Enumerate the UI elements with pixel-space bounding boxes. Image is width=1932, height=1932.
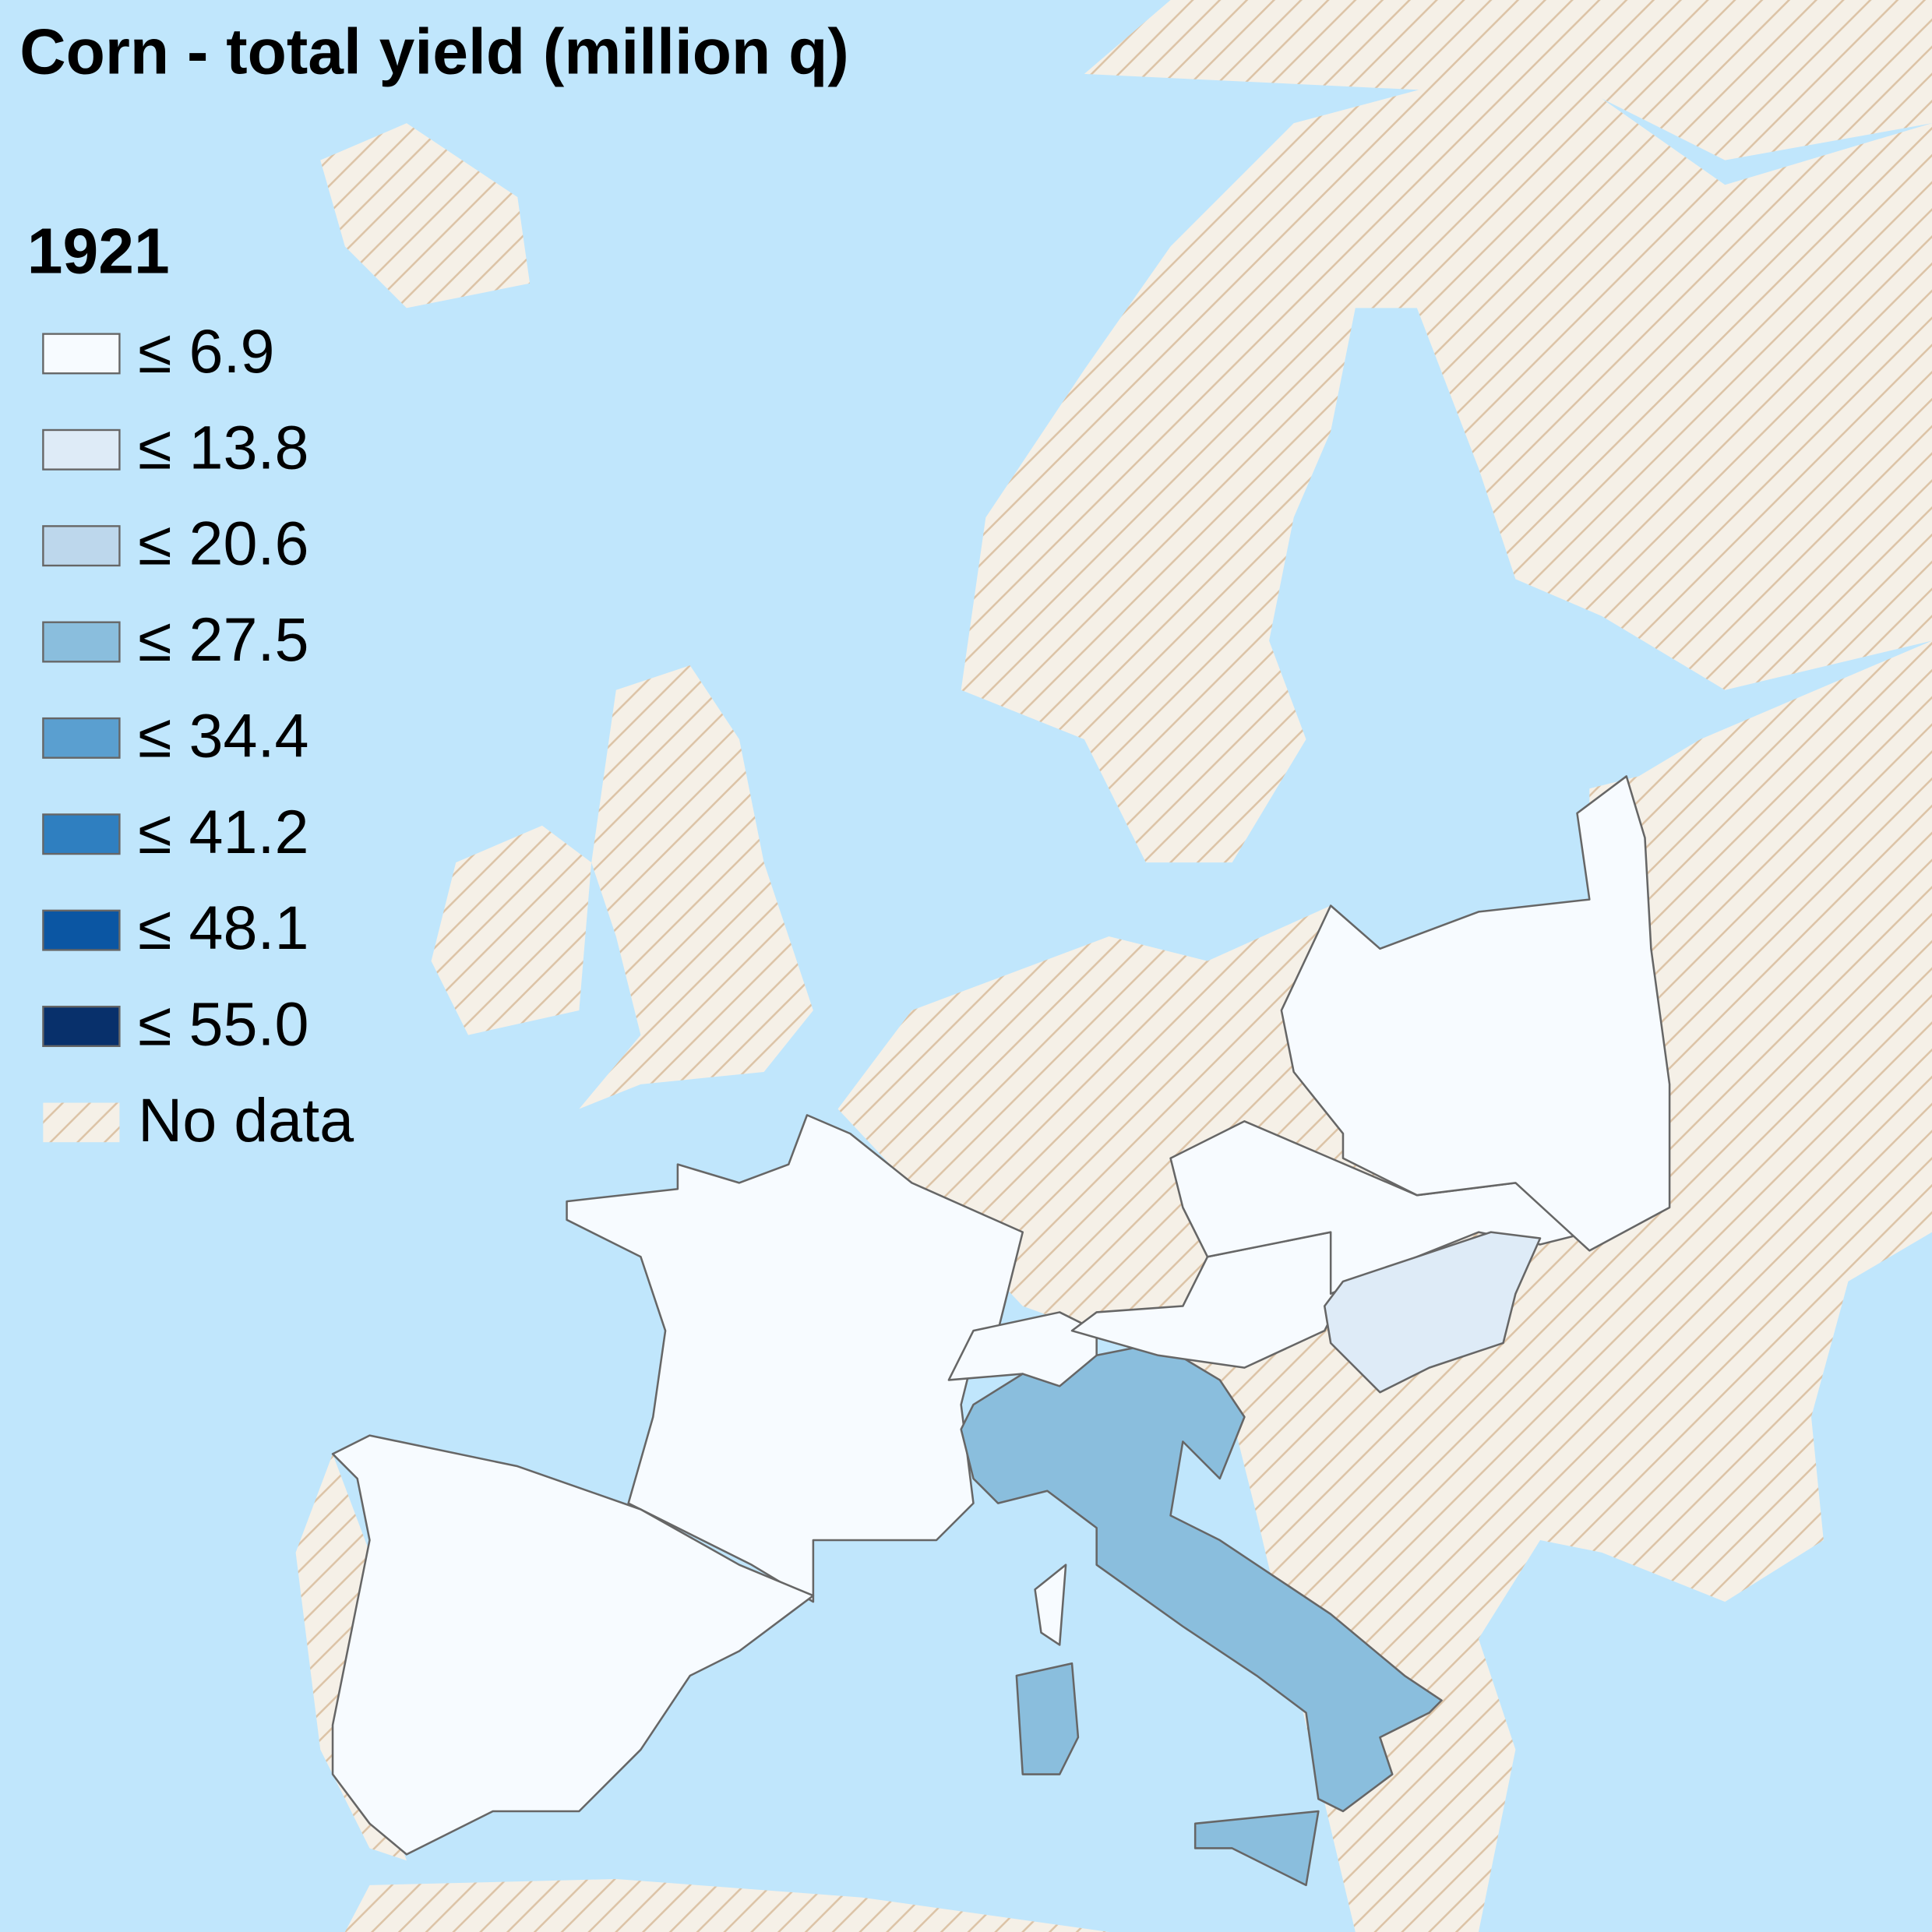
legend-swatch xyxy=(42,428,121,471)
legend-swatch xyxy=(42,525,121,567)
legend-label: ≤ 6.9 xyxy=(138,316,274,386)
land xyxy=(961,73,1932,863)
countries xyxy=(331,775,1671,1887)
legend-label: ≤ 55.0 xyxy=(138,989,308,1059)
legend-swatch xyxy=(42,813,121,855)
legend-label: ≤ 27.5 xyxy=(138,605,308,674)
legend-label: ≤ 13.8 xyxy=(138,412,308,481)
legend-swatch xyxy=(43,1102,120,1143)
title: Corn - total yield (million q) xyxy=(19,16,848,87)
legend-label: ≤ 34.4 xyxy=(138,700,308,770)
country xyxy=(566,1114,1024,1603)
legend-swatch xyxy=(42,621,121,663)
legend-swatch xyxy=(42,333,121,375)
land xyxy=(344,1878,1109,1932)
country xyxy=(331,1434,815,1856)
country xyxy=(1323,1231,1542,1394)
country xyxy=(960,1341,1443,1813)
country xyxy=(1034,1564,1067,1646)
legend-title: 1921 xyxy=(27,217,170,287)
land xyxy=(431,825,592,1035)
country xyxy=(1280,775,1671,1252)
country xyxy=(1015,1662,1080,1775)
legend-swatch xyxy=(42,1006,121,1047)
legend-label: No data xyxy=(138,1085,354,1155)
land xyxy=(579,665,813,1109)
country xyxy=(1193,1810,1320,1887)
legend-swatch xyxy=(42,909,121,951)
legend: ≤ 6.9 ≤ 13.8 ≤ 20.6 ≤ 27.5 ≤ 34.4 ≤ 41.2 ≤ 48.… xyxy=(42,316,354,1155)
legend-swatch xyxy=(42,717,121,759)
legend-label: ≤ 48.1 xyxy=(138,893,308,962)
legend-label: ≤ 41.2 xyxy=(138,797,308,866)
land xyxy=(320,123,531,308)
legend-label: ≤ 20.6 xyxy=(138,509,308,578)
